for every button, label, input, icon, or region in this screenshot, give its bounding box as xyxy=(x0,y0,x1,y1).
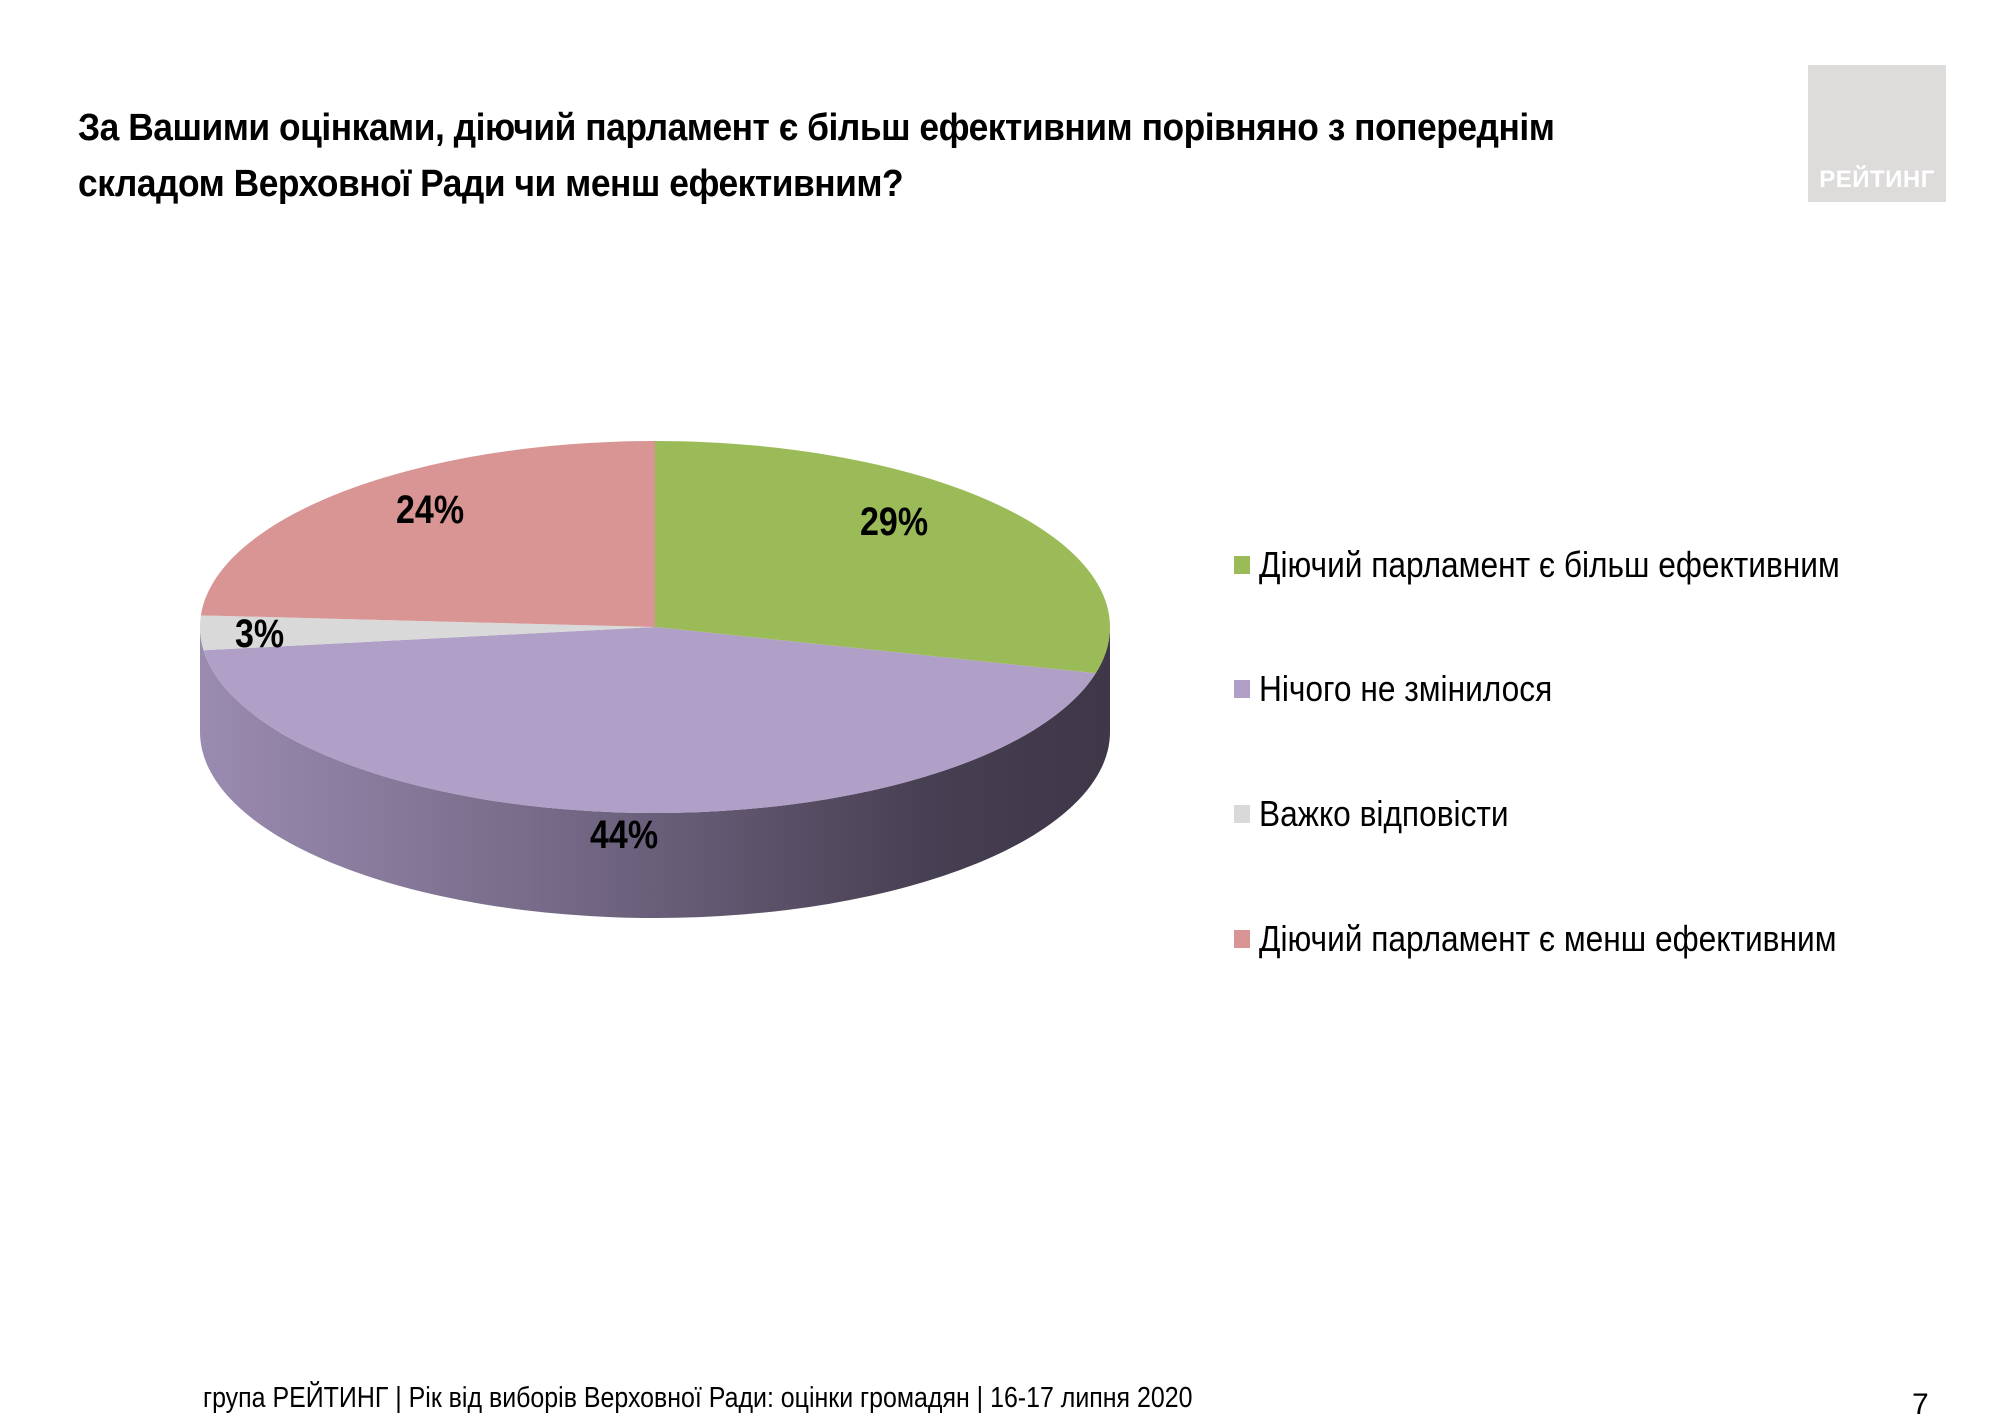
rating-logo: РЕЙТИНГ xyxy=(1808,65,1946,202)
logo-text: РЕЙТИНГ xyxy=(1819,166,1935,193)
pie-slice xyxy=(200,440,656,627)
data-label-hard-to-say: 3% xyxy=(235,612,285,656)
pie-side-wall xyxy=(200,627,1110,918)
legend-item-more-effective: Діючий парламент є більш ефективним xyxy=(1234,540,1919,590)
legend-swatch-grey xyxy=(1234,805,1250,823)
pie-slice xyxy=(199,615,655,651)
pie-top-slices xyxy=(199,440,1110,814)
legend-swatch-pink xyxy=(1234,930,1250,948)
legend-item-nothing-changed: Нічого не змінилося xyxy=(1234,664,1592,714)
title-line-2: складом Верховної Ради чи менш ефективни… xyxy=(78,163,904,205)
legend-label: Нічого не змінилося xyxy=(1259,668,1553,709)
legend-label: Діючий парламент є менш ефективним xyxy=(1259,918,1837,959)
page-title: За Вашими оцінками, діючий парламент є б… xyxy=(78,100,1659,212)
legend-item-less-effective: Діючий парламент є менш ефективним xyxy=(1234,914,1915,964)
legend-item-hard-to-say: Важко відповісти xyxy=(1234,789,1543,839)
data-label-nothing-changed: 44% xyxy=(590,813,659,857)
pie-slice xyxy=(655,441,1110,674)
legend-label: Важко відповісти xyxy=(1259,793,1509,834)
data-label-less-effective: 24% xyxy=(396,488,465,532)
legend-swatch-purple xyxy=(1234,680,1250,698)
title-line-1: За Вашими оцінками, діючий парламент є б… xyxy=(78,107,1555,149)
pie-slice xyxy=(203,627,1096,814)
page-number: 7 xyxy=(1912,1388,1929,1421)
legend-swatch-green xyxy=(1234,556,1250,574)
legend-label: Діючий парламент є більш ефективним xyxy=(1259,544,1840,585)
data-label-more-effective: 29% xyxy=(860,500,929,544)
footer-text: група РЕЙТИНГ | Рік від виборів Верховно… xyxy=(203,1382,1193,1414)
